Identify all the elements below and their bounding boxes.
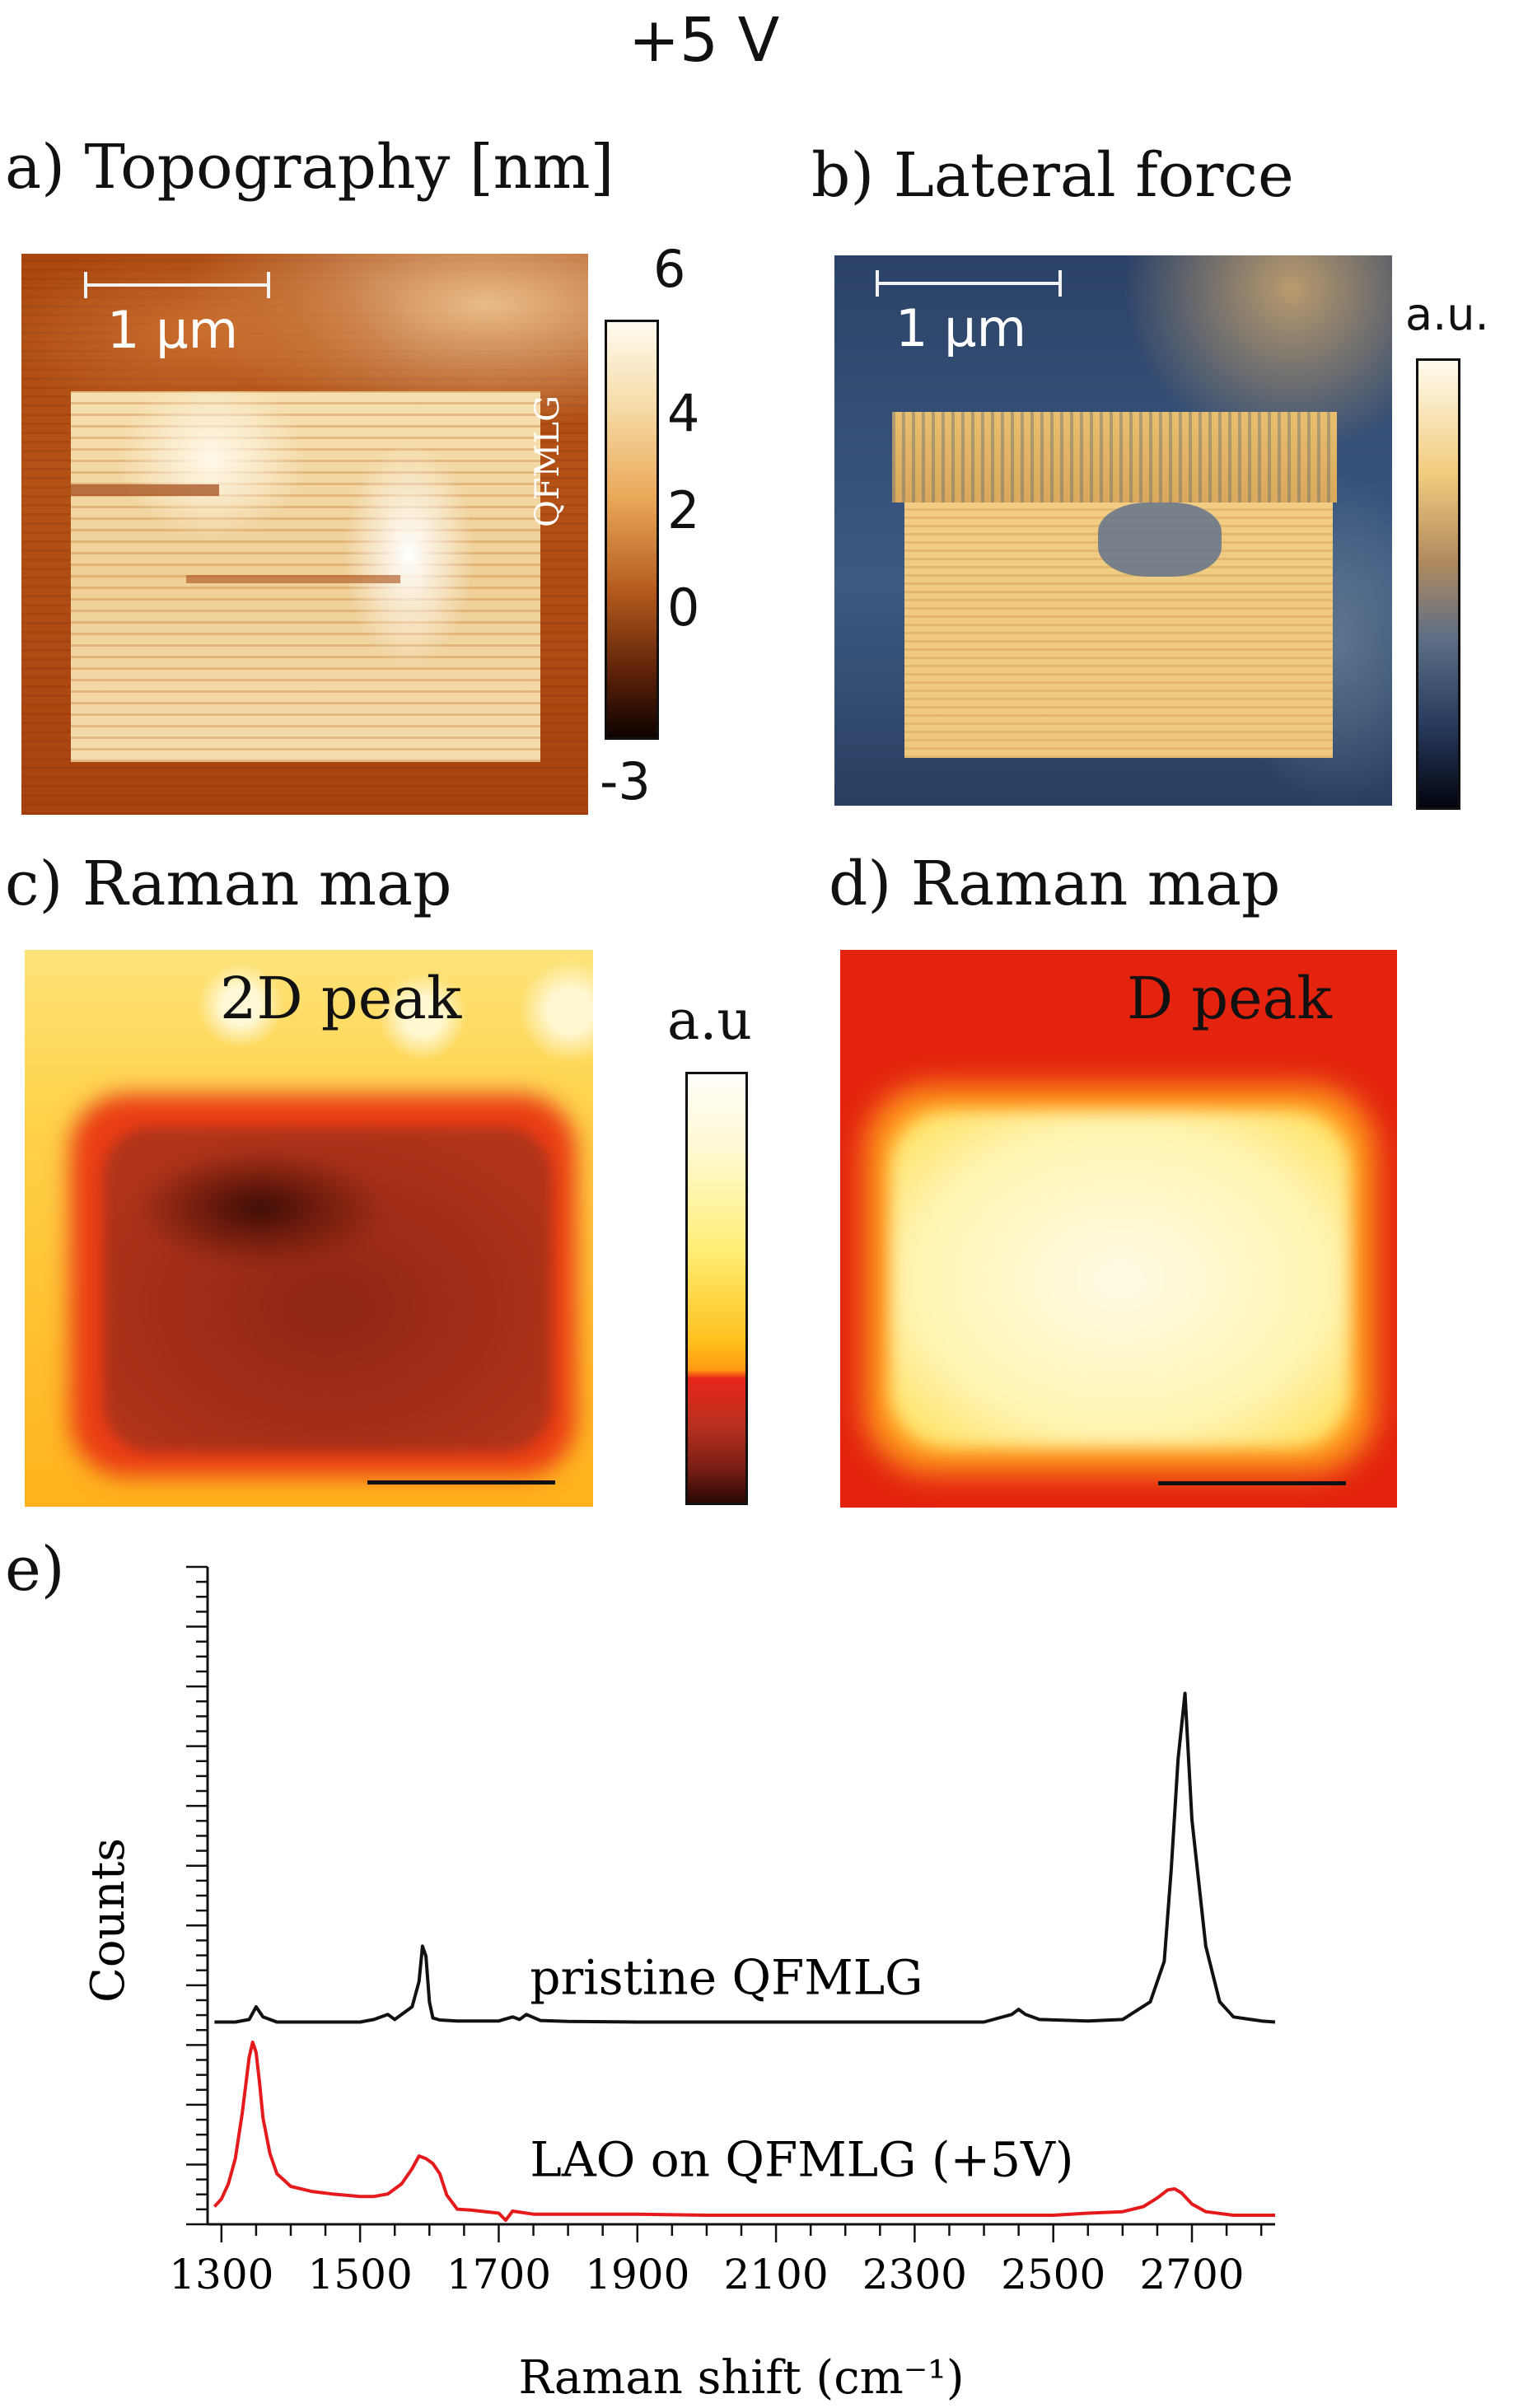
raman-colorbar [685, 1072, 748, 1505]
panel-d-label: d) Raman map [829, 849, 1281, 919]
peak-label-2d: 2D peak [220, 965, 462, 1032]
scale-bar-label: 1 μm [107, 300, 238, 360]
lateral-force-colorbar [1416, 358, 1460, 810]
topography-stripe [71, 484, 219, 496]
chart-axes [206, 1567, 1275, 2226]
series-line-lao [213, 2041, 1275, 2223]
x-tick-label: 2500 [1001, 2251, 1105, 2298]
scale-bar [1158, 1481, 1346, 1485]
peak-label-d: D peak [1127, 965, 1332, 1032]
scale-bar [367, 1480, 555, 1485]
figure-title: +5 V [628, 5, 780, 76]
lateral-force-map: 1 μm [834, 255, 1392, 806]
x-tick-label: 1900 [585, 2251, 689, 2298]
raman-colorbar-unit: a.u [667, 989, 752, 1052]
panel-e-label: e) [5, 1534, 65, 1605]
lateral-force-region [892, 412, 1337, 503]
y-axis-ticks [186, 1565, 208, 2226]
raman-2d-map: 2D peak [25, 950, 593, 1507]
x-tick-label: 1300 [169, 2251, 273, 2298]
raman-d-map: D peak [840, 950, 1397, 1508]
qfmlg-side-text: QFMLG [529, 214, 567, 527]
series-line-pristine [214, 1691, 1276, 2024]
colorbar-tick: 0 [667, 577, 700, 638]
x-tick-label: 2300 [862, 2251, 967, 2298]
topography-map: 1 μm [21, 254, 588, 815]
annotation-pristine: pristine QFMLG [530, 1950, 923, 2006]
raman-spectra-chart: 1300 1500 1700 1900 2100 2300 2500 2700 pristin… [82, 1565, 1276, 2405]
colorbar-tick: 6 [653, 239, 686, 299]
x-tick-label: 1700 [446, 2251, 551, 2298]
topography-stripe [186, 575, 400, 583]
x-tick-label: 1500 [308, 2251, 413, 2298]
x-tick-label: 2700 [1139, 2251, 1244, 2298]
colorbar-tick: 4 [667, 383, 700, 443]
qfmlg-side-text-label: QFMLG [529, 395, 567, 527]
panel-a-label: a) Topography [nm] [5, 132, 614, 203]
y-axis-label: Counts [82, 1838, 135, 2003]
lateral-colorbar-unit: a.u. [1405, 288, 1489, 340]
colorbar-tick: 2 [667, 480, 700, 540]
colorbar-tick: -3 [600, 751, 651, 811]
scale-bar [84, 272, 270, 298]
lateral-force-patch [1098, 503, 1222, 577]
scale-bar [876, 270, 1062, 297]
panel-c-label: c) Raman map [5, 849, 452, 919]
raman-d-core [890, 1110, 1351, 1448]
x-tick-label: 2100 [723, 2251, 828, 2298]
scale-bar-label: 1 μm [895, 298, 1026, 358]
x-axis-ticks: 1300 1500 1700 1900 2100 2300 2500 2700 [169, 2224, 1263, 2298]
panel-b-label: b) Lateral force [811, 140, 1294, 211]
series-group [213, 1691, 1276, 2223]
raman-2d-core [103, 1127, 552, 1452]
topography-colorbar [605, 320, 659, 740]
annotation-lao: LAO on QFMLG (+5V) [530, 2132, 1073, 2188]
x-axis-label: Raman shift (cm⁻¹) [518, 2351, 964, 2405]
